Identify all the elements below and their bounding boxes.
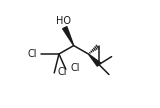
Text: Cl: Cl [70,63,80,73]
Polygon shape [63,27,74,46]
Text: Cl: Cl [27,49,37,59]
Text: HO: HO [56,16,71,26]
Polygon shape [88,54,101,66]
Text: Cl: Cl [58,67,67,77]
